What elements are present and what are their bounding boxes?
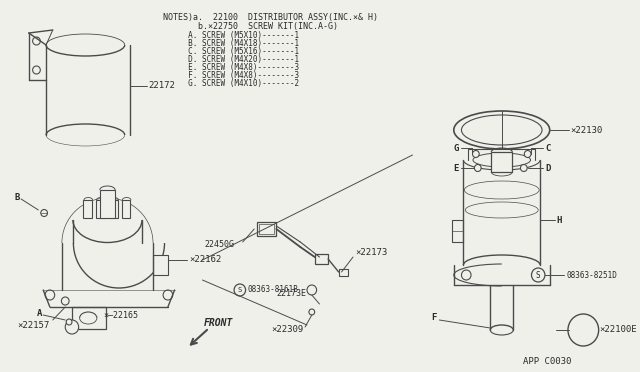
Circle shape xyxy=(461,270,471,280)
Circle shape xyxy=(524,151,531,157)
Text: F. SCREW (M4X8)--------3: F. SCREW (M4X8)--------3 xyxy=(165,71,299,80)
Text: 22173E: 22173E xyxy=(276,289,307,298)
Text: ×22173: ×22173 xyxy=(355,247,387,257)
Bar xyxy=(315,254,328,264)
Text: ×22157: ×22157 xyxy=(17,321,49,330)
Text: B: B xyxy=(14,192,20,202)
Text: C: C xyxy=(545,144,550,153)
Bar xyxy=(96,200,104,218)
Bar xyxy=(257,222,276,236)
Text: 08363-8161B: 08363-8161B xyxy=(248,285,298,295)
Text: ×22100E: ×22100E xyxy=(600,326,637,334)
Circle shape xyxy=(472,151,479,157)
Bar xyxy=(339,269,348,276)
Text: C. SCREW (M5X16)-------1: C. SCREW (M5X16)-------1 xyxy=(165,46,299,55)
Bar xyxy=(83,200,92,218)
Text: ×—22165: ×—22165 xyxy=(104,311,139,321)
Circle shape xyxy=(531,268,545,282)
Circle shape xyxy=(66,319,72,325)
Circle shape xyxy=(33,66,40,74)
Text: APP C0030: APP C0030 xyxy=(523,357,572,366)
Bar xyxy=(109,200,118,218)
Bar xyxy=(492,152,512,172)
Text: A: A xyxy=(36,308,42,317)
Text: B. SCREW (M4X18)-------1: B. SCREW (M4X18)-------1 xyxy=(165,38,299,48)
Circle shape xyxy=(33,37,40,45)
Text: ×22162: ×22162 xyxy=(189,256,221,264)
Text: 08363-8251D: 08363-8251D xyxy=(566,270,617,279)
Circle shape xyxy=(163,290,173,300)
Circle shape xyxy=(532,270,542,280)
Text: D. SCREW (M4X20)-------1: D. SCREW (M4X20)-------1 xyxy=(165,55,299,64)
Circle shape xyxy=(520,164,527,171)
Text: 22172: 22172 xyxy=(148,81,175,90)
Text: A. SCREW (M5X10)-------1: A. SCREW (M5X10)-------1 xyxy=(165,31,299,39)
Text: b.×22750  SCREW KIT(INC.A-G): b.×22750 SCREW KIT(INC.A-G) xyxy=(163,22,338,31)
Circle shape xyxy=(65,320,79,334)
Text: S: S xyxy=(237,287,242,293)
Bar xyxy=(259,224,275,234)
Circle shape xyxy=(568,314,598,346)
Circle shape xyxy=(45,290,54,300)
Bar xyxy=(100,190,115,218)
Text: H: H xyxy=(556,215,562,224)
Text: E. SCREW (M4X8)--------3: E. SCREW (M4X8)--------3 xyxy=(165,62,299,71)
Circle shape xyxy=(41,209,47,217)
Bar xyxy=(72,307,106,329)
Text: ×22130: ×22130 xyxy=(571,125,603,135)
Text: G: G xyxy=(453,144,459,153)
Circle shape xyxy=(61,297,69,305)
Text: FRONT: FRONT xyxy=(204,318,233,328)
Bar xyxy=(122,200,131,218)
Text: S: S xyxy=(536,270,541,279)
Text: F: F xyxy=(432,314,437,323)
Text: D: D xyxy=(545,164,550,173)
Bar xyxy=(152,255,168,275)
Bar xyxy=(452,220,463,242)
Circle shape xyxy=(309,309,315,315)
Text: NOTES)a.  22100  DISTRIBUTOR ASSY(INC.×& H): NOTES)a. 22100 DISTRIBUTOR ASSY(INC.×& H… xyxy=(163,13,378,22)
Text: ×22309: ×22309 xyxy=(271,326,304,334)
Circle shape xyxy=(234,284,246,296)
Text: E: E xyxy=(453,164,459,173)
Text: 22450G: 22450G xyxy=(204,240,234,248)
Circle shape xyxy=(474,164,481,171)
Text: G. SCREW (M4X10)-------2: G. SCREW (M4X10)-------2 xyxy=(165,78,299,87)
Circle shape xyxy=(307,285,317,295)
